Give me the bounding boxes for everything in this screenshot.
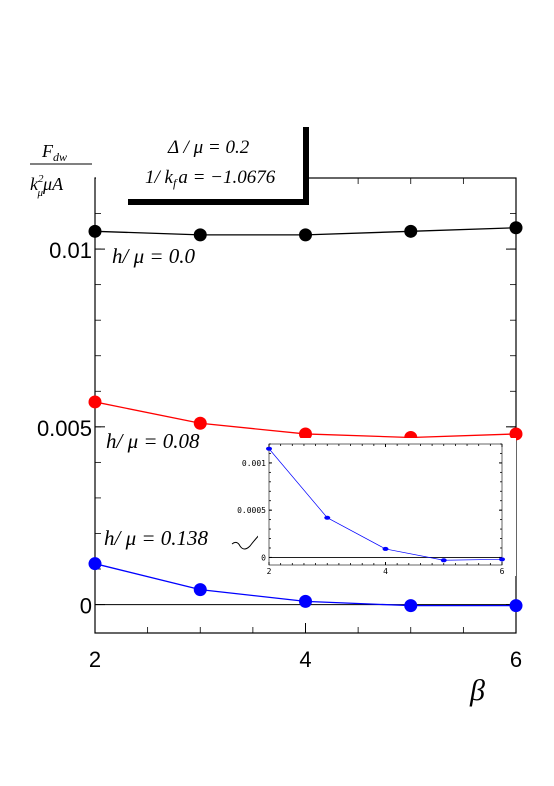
series-point-1 — [299, 427, 312, 441]
series-point-0 — [299, 228, 312, 242]
ylabel-numerator-sub: dw — [53, 150, 67, 164]
y-tick-label: 0 — [261, 553, 266, 562]
series-point-0 — [404, 224, 418, 238]
ylabel-denominator-sup: 2 — [38, 173, 44, 185]
series-point-1 — [88, 395, 102, 409]
y-tick-label: 0.01 — [49, 238, 92, 263]
ylabel-denominator-k: k — [30, 174, 39, 194]
series-point-0 — [382, 546, 389, 551]
series-point-2 — [299, 594, 312, 608]
series-point-0 — [509, 221, 523, 235]
series-point-0 — [499, 557, 505, 562]
series-point-0 — [324, 515, 331, 520]
param-line2-sub: f — [173, 176, 178, 190]
series-label-h0138: h/ μ = 0.138 — [104, 526, 209, 550]
series-point-2 — [88, 557, 102, 571]
param-delta-over-mu: Δ / μ = 0.2 — [167, 137, 250, 158]
series-point-1 — [509, 427, 523, 441]
y-tick-label: 0.005 — [37, 416, 92, 441]
y-tick-label: 0 — [80, 594, 92, 619]
ylabel-numerator: F — [41, 141, 54, 161]
x-tick-label: 2 — [89, 647, 101, 672]
main-tick-labels: 2 4 6 0 0.005 0.01 — [37, 238, 522, 672]
param-line2-rest: a = −1.0676 — [178, 167, 275, 188]
inset-tick-labels: 2 4 6 0 0.0005 0.001 — [237, 459, 504, 576]
series-point-0 — [266, 446, 272, 451]
x-tick-label: 6 — [500, 567, 505, 576]
x-axis-label: β — [469, 674, 485, 707]
parameter-box: Δ / μ = 0.2 1/ kf a = −1.0676 — [96, 120, 309, 205]
x-tick-label: 4 — [383, 567, 388, 576]
x-tick-label: 6 — [510, 647, 522, 672]
series-point-0 — [440, 558, 447, 563]
series-point-2 — [509, 599, 523, 613]
svg-text:Fdw: Fdw — [41, 141, 67, 164]
ylabel-denominator-sub: μ — [37, 187, 44, 199]
inset-series — [266, 446, 505, 563]
series-point-2 — [404, 599, 418, 613]
series-point-2 — [193, 583, 207, 597]
x-tick-label: 2 — [267, 567, 272, 576]
series-label-h008: h/ μ = 0.08 — [106, 429, 200, 453]
series-point-0 — [88, 224, 102, 238]
main-series — [88, 221, 523, 613]
svg-text:1/ kfa = −1.0676: 1/ kf a = −1.0676 — [145, 167, 276, 190]
inset-background — [258, 438, 516, 576]
series-point-1 — [193, 416, 207, 430]
y-tick-label: 0.0005 — [237, 506, 266, 515]
inset-ticks — [268, 443, 503, 565]
series-point-0 — [193, 228, 207, 242]
x-tick-label: 4 — [299, 647, 311, 672]
series-label-h0: h/ μ = 0.0 — [112, 244, 196, 268]
ylabel-denominator-rest: μA — [42, 174, 64, 194]
y-tick-label: 0.001 — [242, 459, 266, 468]
param-line2-start: 1/ k — [145, 167, 174, 188]
y-axis-label: Fdw k2 μμA — [30, 141, 92, 199]
